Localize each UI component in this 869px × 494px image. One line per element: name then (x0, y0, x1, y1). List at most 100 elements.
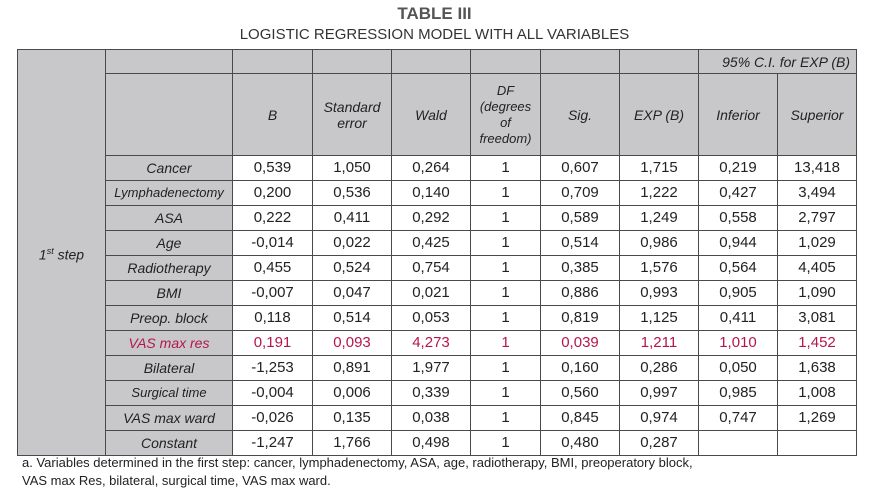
cell-value: 1 (470, 155, 541, 181)
cell-value: 1 (470, 180, 541, 206)
cell-value: 0,480 (540, 430, 620, 456)
row-label: Cancer (105, 155, 233, 181)
row-label: Surgical time (105, 380, 233, 406)
cell-value: 0,264 (391, 155, 471, 181)
cell-value: 0,524 (312, 255, 392, 281)
column-header: Sig. (540, 73, 620, 156)
cell-value: 0,022 (312, 230, 392, 256)
cell-value: 0,287 (619, 430, 699, 456)
table-row: Age -0,014 0,022 0,425 1 0,514 0,986 0,944 1,029 (18, 230, 857, 256)
cell-value: 1 (470, 255, 541, 281)
cell-value: 0,385 (540, 255, 620, 281)
cell-value: 0,747 (698, 405, 778, 431)
cell-value: 0,607 (540, 155, 620, 181)
row-label: Bilateral (105, 355, 233, 381)
row-label: ASA (105, 205, 233, 231)
cell-value: 0,944 (698, 230, 778, 256)
table-row: Lymphadenectomy 0,200 0,536 0,140 1 0,709 1,22… (18, 180, 857, 206)
column-header: Standard error (312, 73, 392, 156)
cell-value: 0,118 (232, 305, 313, 331)
cell-value: 1,010 (698, 330, 778, 356)
cell-value: 0,427 (698, 180, 778, 206)
table-title: TABLE III (397, 4, 472, 23)
cell-value: 0,047 (312, 280, 392, 306)
step-number: 1 (38, 246, 47, 263)
table-row: VAS max res 0,191 0,093 4,273 1 0,039 1,211 1,0… (18, 330, 857, 356)
column-header: B (232, 73, 313, 156)
cell-value: 0,589 (540, 205, 620, 231)
cell-value: -0,004 (232, 380, 313, 406)
table-row: Surgical time -0,004 0,006 0,339 1 0,560 0,997… (18, 380, 857, 406)
row-label: Age (105, 230, 233, 256)
cell-value: 0,558 (698, 205, 778, 231)
cell-value: 0,135 (312, 405, 392, 431)
cell-value: 0,455 (232, 255, 313, 281)
cell-value: 0,021 (391, 280, 471, 306)
cell-value: 0,514 (312, 305, 392, 331)
table-row: VAS max ward -0,026 0,135 0,038 1 0,845 0,974 0… (18, 405, 857, 431)
cell-value: 3,494 (777, 180, 857, 206)
step-word: step (53, 246, 85, 263)
table-row: BMI -0,007 0,047 0,021 1 0,886 0,993 0,905 1,090 (18, 280, 857, 306)
cell-value: 0,006 (312, 380, 392, 406)
cell-value: 1,029 (777, 230, 857, 256)
cell-value: 1 (470, 330, 541, 356)
cell-value: 0,564 (698, 255, 778, 281)
column-header: Wald (391, 73, 471, 156)
footnote: a. Variables determined in the first ste… (22, 454, 693, 490)
header-empty (391, 49, 471, 74)
column-header: DF (degrees of freedom) (470, 73, 541, 156)
cell-value: 1 (470, 205, 541, 231)
cell-value: -0,007 (232, 280, 313, 306)
cell-value: 0,819 (540, 305, 620, 331)
cell-value: 1,125 (619, 305, 699, 331)
cell-value: 0,754 (391, 255, 471, 281)
cell-value: 1,222 (619, 180, 699, 206)
cell-value: 0,039 (540, 330, 620, 356)
column-header: EXP (B) (619, 73, 699, 156)
cell-value: 1 (470, 380, 541, 406)
cell-value: 0,050 (698, 355, 778, 381)
cell-value: 0,985 (698, 380, 778, 406)
cell-value: 1,715 (619, 155, 699, 181)
step-sup: st (46, 245, 54, 256)
table-row: Cancer 0,539 1,050 0,264 1 0,607 1,715 0,219 13,… (18, 155, 857, 181)
cell-value: 1,766 (312, 430, 392, 456)
row-label: Preop. block (105, 305, 233, 331)
cell-value: 1,452 (777, 330, 857, 356)
cell-value: 0,993 (619, 280, 699, 306)
cell-value: 1,269 (777, 405, 857, 431)
cell-value: 0,160 (540, 355, 620, 381)
cell-value: 0,411 (312, 205, 392, 231)
table-subtitle: LOGISTIC REGRESSION MODEL WITH ALL VARIA… (239, 26, 630, 43)
cell-value: 0,986 (619, 230, 699, 256)
cell-value: 1,008 (777, 380, 857, 406)
cell-value: -0,014 (232, 230, 313, 256)
cell-value: 1,638 (777, 355, 857, 381)
cell-value: 13,418 (777, 155, 857, 181)
header-empty (232, 49, 313, 74)
cell-value: 0,425 (391, 230, 471, 256)
cell-value: 0,222 (232, 205, 313, 231)
cell-value: 0,191 (232, 330, 313, 356)
cell-value: 0,997 (619, 380, 699, 406)
header-empty (470, 49, 541, 74)
regression-table: 1st step 95% C.I. for EXP (B) B Standard … (17, 49, 857, 456)
cell-value: 1,249 (619, 205, 699, 231)
header-empty (312, 49, 392, 74)
cell-value: 0,038 (391, 405, 471, 431)
column-header: Superior (777, 73, 857, 156)
row-label: Radiotherapy (105, 255, 233, 281)
cell-value: 0,411 (698, 305, 778, 331)
cell-value: 2,797 (777, 205, 857, 231)
step-cell: 1st step (17, 49, 106, 456)
table-row: Preop. block 0,118 0,514 0,053 1 0,819 1,125 0,… (18, 305, 857, 331)
footnote-line: a. Variables determined in the first ste… (22, 455, 693, 470)
cell-value: 0,498 (391, 430, 471, 456)
column-header: Inferior (698, 73, 778, 156)
cell-value: -1,247 (232, 430, 313, 456)
cell-value: 1,576 (619, 255, 699, 281)
cell-value: 1,211 (619, 330, 699, 356)
cell-value (777, 430, 857, 456)
table-row: Bilateral -1,253 0,891 1,977 1 0,160 0,286 0,05… (18, 355, 857, 381)
